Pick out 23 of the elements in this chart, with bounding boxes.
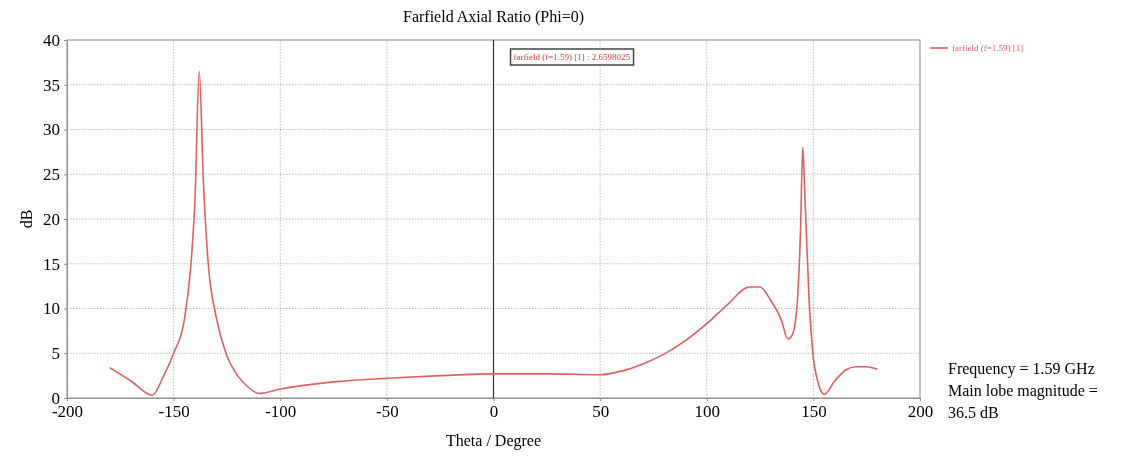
x-tick-label: 0 xyxy=(489,402,499,422)
y-tick-label: 25 xyxy=(43,165,60,185)
y-tick-label: 20 xyxy=(43,209,60,229)
y-tick-label: 40 xyxy=(43,30,60,50)
x-tick-label: 200 xyxy=(907,402,934,422)
annotation: farfield (f=1.59) [1] : 2.6598025 xyxy=(513,52,631,62)
text: Frequency = 1.59 GHz Main lobe magnitude = 36.5 dB xyxy=(948,360,1098,421)
x-tick-label: -100 xyxy=(265,402,297,422)
y-tick-label: 30 xyxy=(43,120,60,140)
x-tick-label: -50 xyxy=(376,402,399,422)
y-tick-label: 5 xyxy=(51,344,60,364)
y-tick-label: 35 xyxy=(43,75,60,95)
x-axis-title: Theta / Degree xyxy=(445,432,542,450)
y-axis-title: dB xyxy=(18,209,35,229)
chart-title: Farfield Axial Ratio (Phi=0) xyxy=(403,8,584,26)
x-tick-label: -150 xyxy=(158,402,190,422)
y-tick-label: 10 xyxy=(43,299,60,319)
x-tick-label: 100 xyxy=(694,402,720,422)
x-tick-label: 150 xyxy=(801,402,827,422)
legend-label: farfield (f=1.59) [1] xyxy=(952,43,1024,53)
y-tick-label: 15 xyxy=(43,254,60,274)
line-series xyxy=(108,70,879,397)
x-tick-label: 50 xyxy=(592,402,610,422)
